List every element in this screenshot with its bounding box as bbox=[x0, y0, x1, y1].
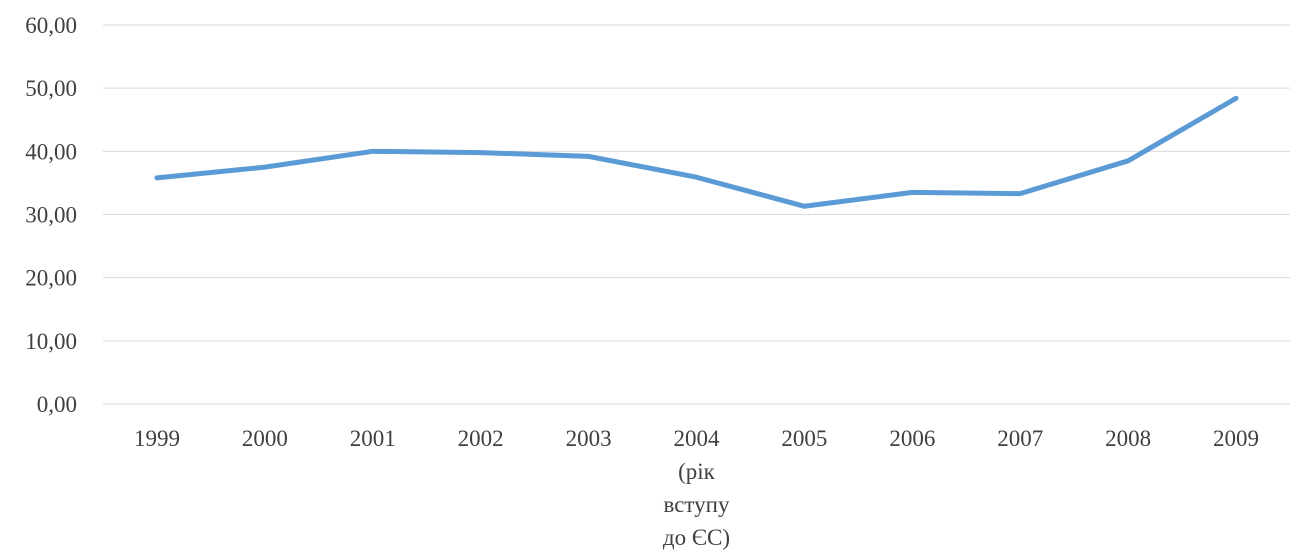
x-tick-label-line: 2009 bbox=[1213, 426, 1259, 451]
y-tick-label: 30,00 bbox=[25, 203, 77, 228]
y-tick-label: 10,00 bbox=[25, 329, 77, 354]
y-tick-label: 20,00 bbox=[25, 266, 77, 291]
y-axis-tick-labels: 0,00 10,00 20,00 30,00 40,00 50,00 60,00 bbox=[25, 13, 77, 417]
x-tick-label: 2003 bbox=[566, 426, 612, 451]
series-line bbox=[154, 95, 1239, 209]
x-tick-label-line: 2004 bbox=[674, 426, 721, 451]
x-tick-label: 2006 bbox=[889, 426, 935, 451]
x-tick-label-line: 2007 bbox=[997, 426, 1043, 451]
x-tick-label-line: 2006 bbox=[889, 426, 935, 451]
x-tick-label-line: вступу bbox=[664, 492, 730, 517]
y-tick-label: 60,00 bbox=[25, 13, 77, 38]
x-tick-label-line: 2001 bbox=[350, 426, 396, 451]
x-tick-label: 2008 bbox=[1105, 426, 1151, 451]
x-tick-label: 2007 bbox=[997, 426, 1043, 451]
x-tick-label-line: до ЄС) bbox=[663, 525, 730, 550]
x-tick-label: 2000 bbox=[242, 426, 288, 451]
x-tick-label: 2001 bbox=[350, 426, 396, 451]
x-tick-label-line: (рік bbox=[678, 459, 716, 484]
x-tick-label-line: 2003 bbox=[566, 426, 612, 451]
y-tick-label: 50,00 bbox=[25, 76, 77, 101]
x-tick-label-line: 2002 bbox=[458, 426, 504, 451]
y-tick-label: 0,00 bbox=[37, 392, 77, 417]
y-tick-label: 40,00 bbox=[25, 139, 77, 164]
x-tick-label-line: 1999 bbox=[134, 426, 180, 451]
x-tick-label-line: 2000 bbox=[242, 426, 288, 451]
x-tick-label: 2005 bbox=[781, 426, 827, 451]
x-tick-label: 1999 bbox=[134, 426, 180, 451]
gridlines bbox=[103, 24, 1290, 405]
series-lines bbox=[154, 95, 1239, 209]
x-tick-label-line: 2005 bbox=[781, 426, 827, 451]
x-tick-label: 2004 (рік вступу до ЄС) bbox=[663, 426, 730, 550]
x-tick-label: 2002 bbox=[458, 426, 504, 451]
x-tick-label-line: 2008 bbox=[1105, 426, 1151, 451]
x-tick-label: 2009 bbox=[1213, 426, 1259, 451]
x-axis-tick-labels: 1999 2000 2001 2002 2003 2004 (рік вступу до ЄС)… bbox=[134, 426, 1259, 550]
